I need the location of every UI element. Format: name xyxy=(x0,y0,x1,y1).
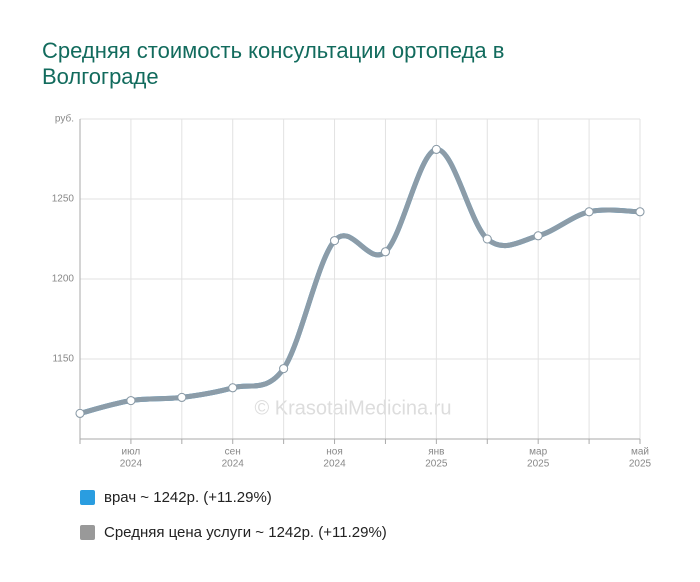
point xyxy=(635,207,645,217)
x-tick-label: 2025 xyxy=(527,459,550,470)
x-tick-label: янв xyxy=(428,447,444,458)
legend-swatch xyxy=(80,490,95,505)
x-tick-label: 2024 xyxy=(323,459,346,470)
x-tick-label: 2025 xyxy=(629,459,652,470)
point xyxy=(126,396,136,406)
point xyxy=(431,144,441,154)
y-tick-label: руб. xyxy=(55,113,74,125)
point xyxy=(279,364,289,374)
chart-title: Средняя стоимость консультации ортопеда … xyxy=(42,38,504,63)
x-tick-label: 2025 xyxy=(425,459,448,470)
y-tick-label: 1250 xyxy=(52,194,75,205)
point xyxy=(584,207,594,217)
x-tick-label: ноя xyxy=(326,447,343,458)
y-tick-label: 1150 xyxy=(52,354,74,365)
chart-title: Волгограде xyxy=(42,64,159,89)
point xyxy=(330,236,340,246)
point xyxy=(533,231,543,241)
legend-label: врач ~ 1242р. (+11.29%) xyxy=(104,489,272,506)
x-tick-label: сен xyxy=(225,447,241,458)
point xyxy=(177,392,187,402)
legend-label: Средняя цена услуги ~ 1242р. (+11.29%) xyxy=(104,524,387,541)
y-tick-label: 1200 xyxy=(52,274,75,285)
x-tick-label: май xyxy=(631,447,649,458)
watermark: © KrasotaiMedicina.ru xyxy=(254,397,451,419)
legend-swatch xyxy=(80,525,95,540)
point xyxy=(228,383,238,393)
line xyxy=(79,146,641,416)
x-tick-label: июл xyxy=(122,447,141,458)
point xyxy=(380,247,390,257)
x-tick-label: 2024 xyxy=(222,459,245,470)
point xyxy=(482,234,492,244)
point xyxy=(75,408,85,418)
line xyxy=(79,146,641,416)
x-tick-label: 2024 xyxy=(120,459,143,470)
x-tick-label: мар xyxy=(529,447,547,458)
